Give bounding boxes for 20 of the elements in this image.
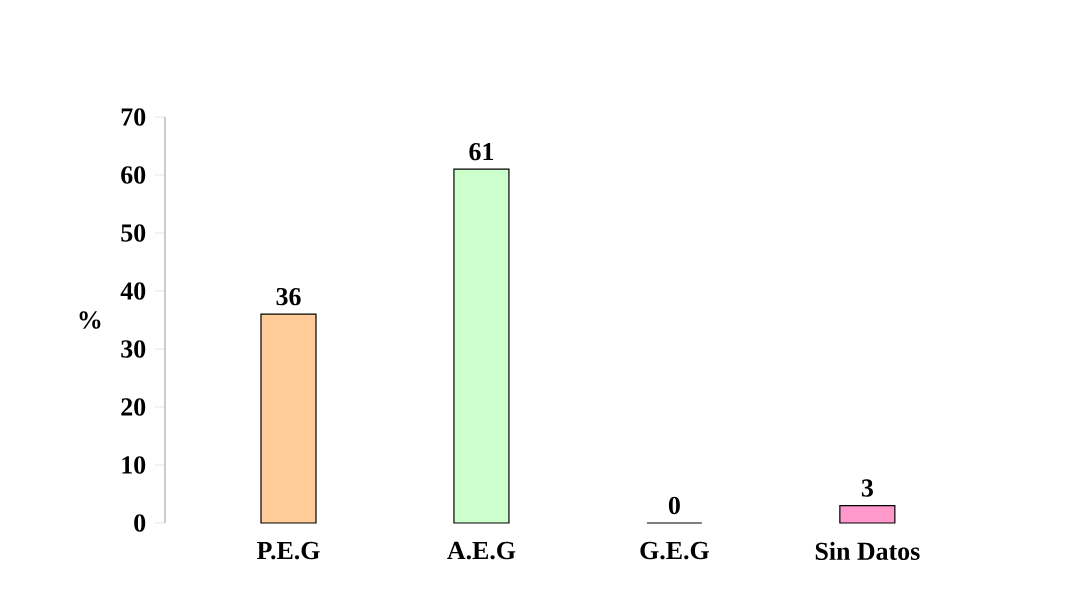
bar <box>839 504 896 524</box>
data-label: 3 <box>861 479 873 497</box>
y-tick-label: 20 <box>121 398 146 416</box>
y-tick-label: 70 <box>121 108 146 126</box>
x-tick-label: Sin Datos <box>815 541 920 561</box>
y-tick-label: 10 <box>122 456 146 474</box>
x-tick-label: A.E.G <box>447 541 516 560</box>
y-tick-label: 40 <box>120 282 146 300</box>
y-tick-label: 30 <box>121 340 146 358</box>
data-label: 36 <box>276 287 301 306</box>
data-label: 0 <box>668 496 680 515</box>
bar <box>453 168 510 524</box>
y-tick-label: 0 <box>134 514 146 532</box>
data-label: 61 <box>469 142 494 161</box>
x-tick-label: P.E.G <box>257 541 320 560</box>
y-tick-label: 50 <box>121 224 146 242</box>
y-tick-label: 60 <box>121 166 146 184</box>
bar <box>260 313 317 524</box>
x-tick-label: G.E.G <box>640 541 709 560</box>
y-axis-title: % <box>79 311 101 329</box>
